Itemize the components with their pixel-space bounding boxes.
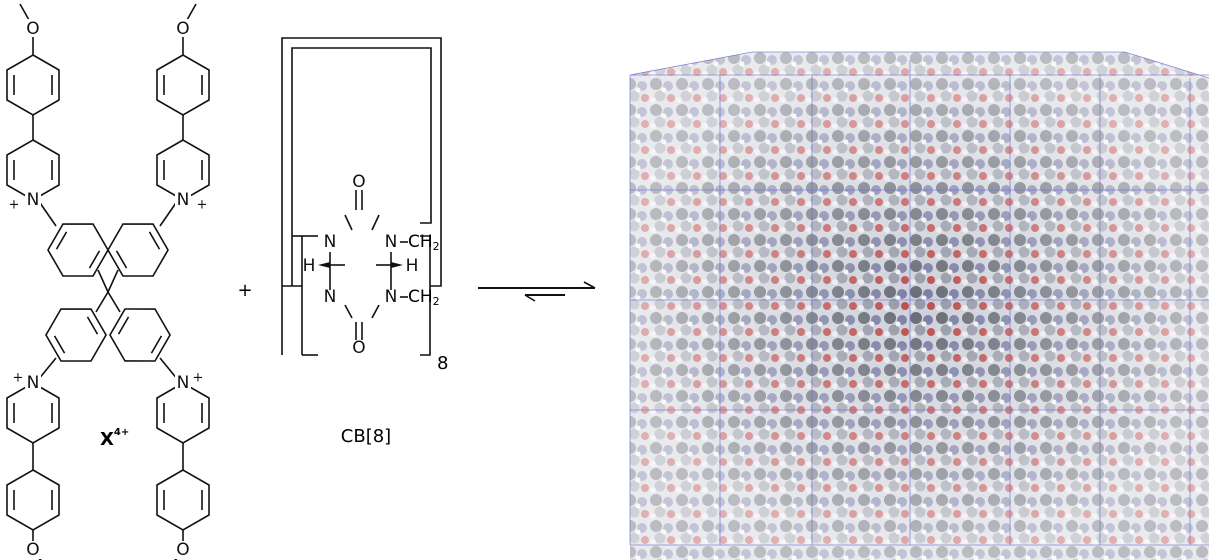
guest-name: X4+ xyxy=(100,427,129,450)
sub: 2 xyxy=(433,295,440,308)
nitrogen: N xyxy=(324,287,337,307)
nitrogen: N xyxy=(385,287,398,307)
nitrogen: N xyxy=(385,232,398,252)
guest-molecule: O O N N N N O O + + + + X4+ xyxy=(7,4,209,560)
oxygen: O xyxy=(352,338,365,358)
sub: 2 xyxy=(433,240,440,253)
host-label: CB[8] xyxy=(341,426,391,447)
charge: + xyxy=(13,371,24,386)
oxygen: O xyxy=(176,540,189,560)
charge: + xyxy=(9,198,20,213)
charge: + xyxy=(197,198,208,213)
oxygen: O xyxy=(26,19,39,39)
nitrogen: N xyxy=(324,232,337,252)
framework-render xyxy=(630,52,1209,560)
host-molecule: O O N N N N H H CH2 CH2 8 xyxy=(282,38,448,374)
ch: CH xyxy=(408,232,433,252)
repeat-count: 8 xyxy=(437,353,448,374)
ch: CH xyxy=(408,287,433,307)
methylene: CH2 xyxy=(408,232,440,253)
nitrogen: N xyxy=(27,373,40,393)
plus-sign: + xyxy=(237,280,252,301)
hydrogen: H xyxy=(406,256,419,276)
oxygen: O xyxy=(352,172,365,192)
oxygen: O xyxy=(26,540,39,560)
nitrogen: N xyxy=(27,190,40,210)
figure: O O N N N N O O + + + + X4+ + O O N N N … xyxy=(0,0,1209,560)
guest-charge: 4+ xyxy=(114,427,129,438)
equilibrium-arrow xyxy=(478,282,595,301)
oxygen: O xyxy=(176,19,189,39)
nitrogen: N xyxy=(177,373,190,393)
charge: + xyxy=(193,371,204,386)
methylene: CH2 xyxy=(408,287,440,308)
nitrogen: N xyxy=(177,190,190,210)
guest-label: X xyxy=(100,429,114,450)
hydrogen: H xyxy=(303,256,316,276)
